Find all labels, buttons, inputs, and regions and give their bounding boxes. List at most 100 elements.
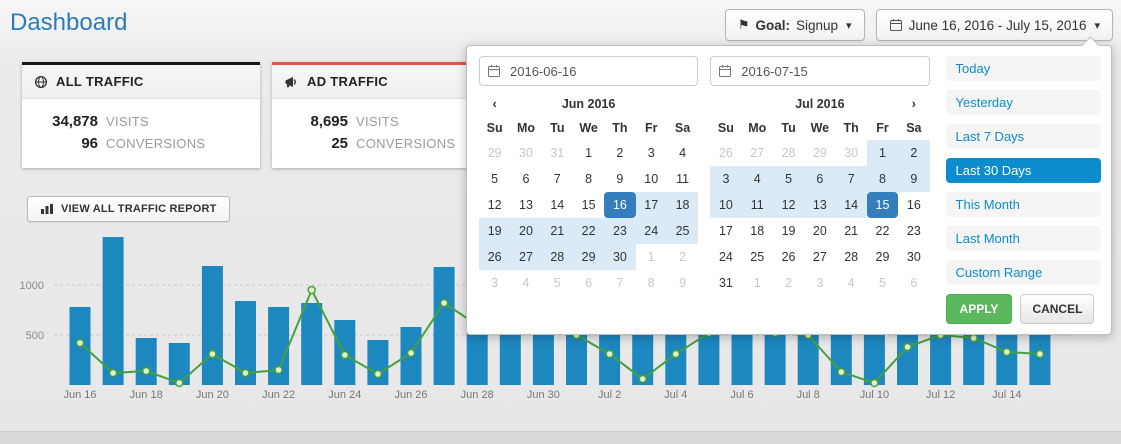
day-cell[interactable]: 13 [519,198,533,212]
day-cell[interactable]: 25 [750,250,765,264]
day-cell[interactable]: 27 [812,250,827,264]
day-cell[interactable]: 21 [541,218,573,244]
day-cell[interactable]: 30 [519,146,533,160]
day-cell[interactable]: 27 [510,244,542,270]
day-cell[interactable]: 14 [550,198,565,212]
apply-button[interactable]: APPLY [945,294,1013,324]
day-cell[interactable]: 9 [898,166,930,192]
day-cell[interactable]: 20 [510,218,542,244]
start-date-input[interactable] [479,56,699,86]
day-cell[interactable]: 7 [553,172,561,186]
goal-selector-button[interactable]: ⚑ Goal: Signup ▾ [724,9,865,41]
day-cell[interactable]: 15 [866,192,899,218]
range-option-last-30-days[interactable]: Last 30 Days [945,158,1101,183]
day-cell[interactable]: 24 [718,250,733,264]
day-cell[interactable]: 29 [812,146,827,160]
day-cell[interactable]: 23 [906,224,921,238]
day-cell[interactable]: 2 [785,276,793,290]
day-cell[interactable]: 4 [522,276,530,290]
day-cell[interactable]: 27 [750,146,765,160]
range-option-yesterday[interactable]: Yesterday [945,90,1101,115]
day-cell[interactable]: 23 [604,218,636,244]
view-all-traffic-report-button[interactable]: VIEW ALL TRAFFIC REPORT [27,196,230,222]
range-option-last-month[interactable]: Last Month [945,226,1101,251]
day-cell[interactable]: 1 [866,140,899,166]
prev-month-arrow[interactable]: ‹ [492,97,497,111]
day-cell[interactable]: 29 [572,244,605,270]
day-cell[interactable]: 13 [804,192,836,218]
day-cell[interactable]: 5 [553,276,561,290]
day-cell[interactable]: 10 [644,172,659,186]
day-cell[interactable]: 28 [844,250,859,264]
day-cell[interactable]: 5 [491,172,499,186]
all-traffic-card[interactable]: ALL TRAFFIC 34,878 VISITS 96 CONVERSIONS [22,62,260,168]
day-cell[interactable]: 3 [647,146,655,160]
day-cell[interactable]: 9 [616,172,624,186]
day-cell[interactable]: 29 [875,250,890,264]
day-cell[interactable]: 28 [781,146,796,160]
day-cell[interactable]: 19 [479,218,511,244]
day-cell[interactable]: 22 [875,224,890,238]
day-cell[interactable]: 16 [604,192,636,218]
day-cell[interactable]: 8 [866,166,899,192]
day-cell[interactable]: 29 [487,146,502,160]
day-cell[interactable]: 6 [522,172,530,186]
day-cell[interactable]: 3 [710,166,742,192]
day-cell[interactable]: 3 [816,276,824,290]
day-cell[interactable]: 6 [804,166,836,192]
day-cell[interactable]: 3 [491,276,499,290]
day-cell[interactable]: 22 [572,218,605,244]
day-cell[interactable]: 1 [647,250,655,264]
date-range-button[interactable]: June 16, 2016 - July 15, 2016 ▾ [875,9,1113,41]
day-cell[interactable]: 10 [710,192,742,218]
day-cell[interactable]: 7 [835,166,867,192]
day-cell[interactable]: 26 [718,146,733,160]
day-cell[interactable]: 18 [666,192,699,218]
day-cell[interactable]: 12 [772,192,805,218]
day-cell[interactable]: 31 [550,146,565,160]
range-option-this-month[interactable]: This Month [945,192,1101,217]
day-cell[interactable]: 4 [679,146,687,160]
day-cell[interactable]: 5 [772,166,805,192]
day-cell[interactable]: 4 [741,166,773,192]
day-cell[interactable]: 14 [835,192,867,218]
range-option-today[interactable]: Today [945,56,1101,81]
cancel-button[interactable]: CANCEL [1020,294,1095,324]
day-cell[interactable]: 30 [604,244,636,270]
day-cell[interactable]: 17 [718,224,733,238]
day-cell[interactable]: 26 [479,244,511,270]
day-cell[interactable]: 7 [616,276,624,290]
day-cell[interactable]: 2 [679,250,687,264]
day-cell[interactable]: 30 [906,250,921,264]
day-cell[interactable]: 17 [635,192,667,218]
day-cell[interactable]: 1 [585,146,593,160]
day-cell[interactable]: 8 [585,172,593,186]
day-cell[interactable]: 2 [616,146,624,160]
day-cell[interactable]: 11 [676,172,690,186]
day-cell[interactable]: 2 [898,140,930,166]
day-cell[interactable]: 16 [906,198,921,212]
day-cell[interactable]: 21 [844,224,859,238]
day-cell[interactable]: 12 [487,198,502,212]
day-cell[interactable]: 8 [647,276,655,290]
next-month-arrow[interactable]: › [911,97,916,111]
day-cell[interactable]: 25 [666,218,699,244]
day-cell[interactable]: 15 [581,198,596,212]
day-cell[interactable]: 28 [541,244,573,270]
end-date-input[interactable] [710,56,930,86]
day-cell[interactable]: 6 [585,276,593,290]
day-cell[interactable]: 9 [679,276,687,290]
day-cell[interactable]: 20 [812,224,827,238]
day-cell[interactable]: 26 [781,250,796,264]
range-option-custom-range[interactable]: Custom Range [945,260,1101,285]
day-cell[interactable]: 1 [753,276,761,290]
day-cell[interactable]: 24 [635,218,667,244]
day-cell[interactable]: 11 [741,192,773,218]
day-cell[interactable]: 19 [781,224,796,238]
day-cell[interactable]: 18 [750,224,765,238]
day-cell[interactable]: 31 [718,276,733,290]
range-option-last-7-days[interactable]: Last 7 Days [945,124,1101,149]
day-cell[interactable]: 4 [847,276,855,290]
day-cell[interactable]: 30 [844,146,859,160]
day-cell[interactable]: 6 [910,276,918,290]
